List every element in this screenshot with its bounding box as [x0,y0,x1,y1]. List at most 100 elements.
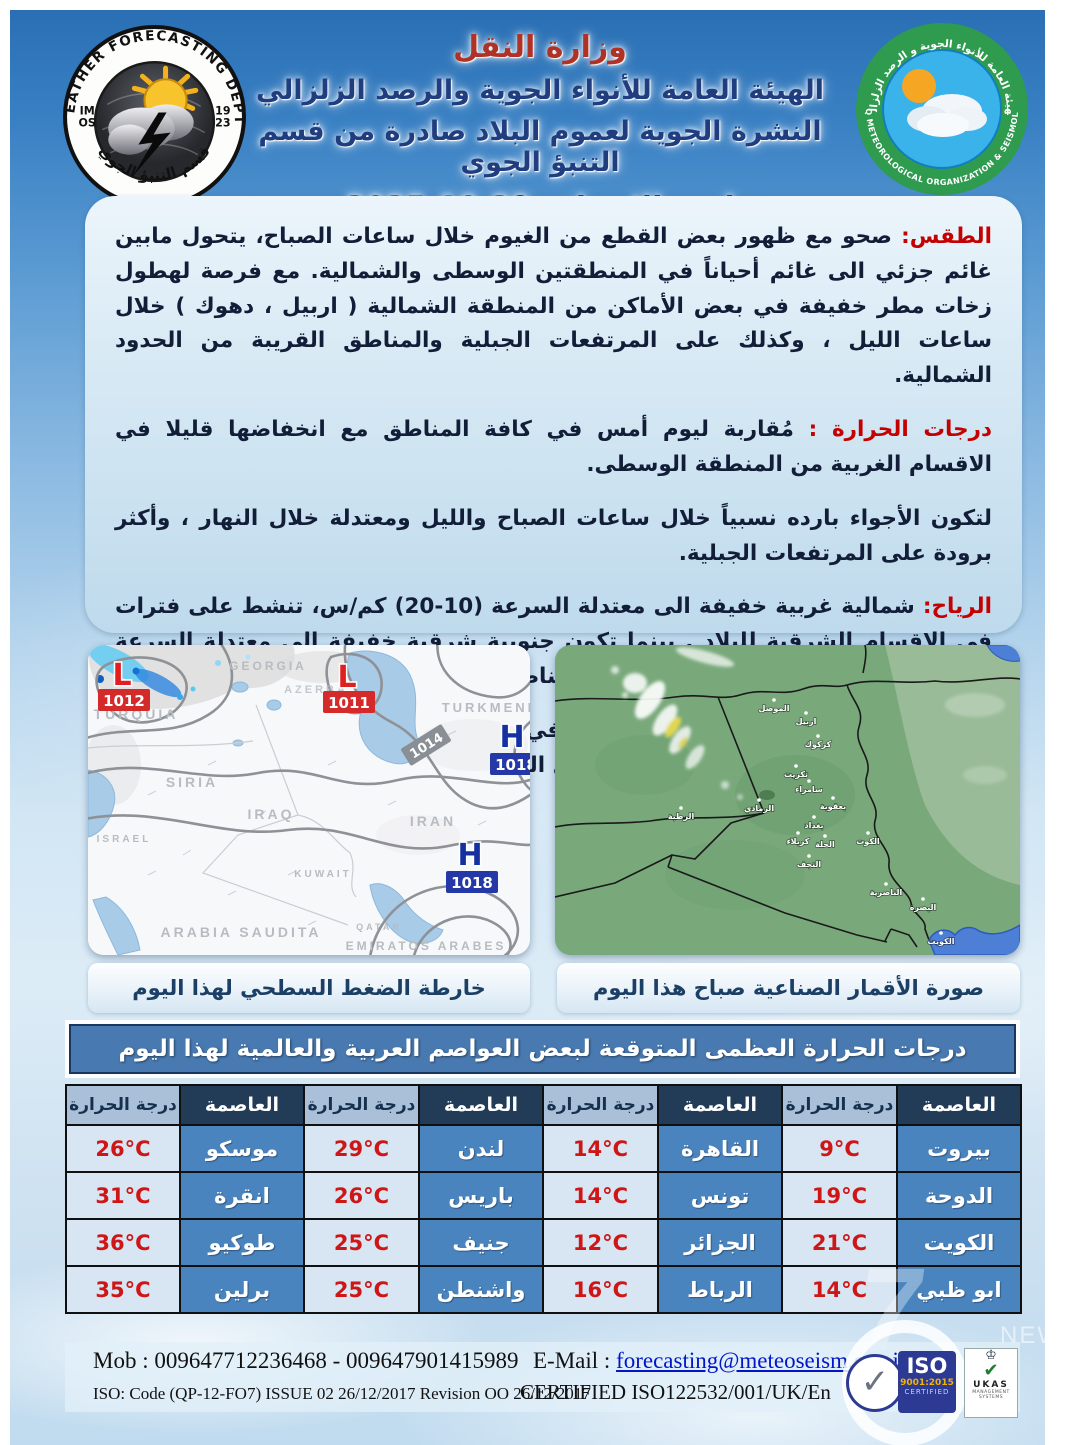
capital-header: العاصمة [418,1084,544,1126]
country-label: GEORGIA [229,659,307,673]
temp-cell: 14°C [542,1171,659,1220]
header-title-block: وزارة النقل الهيئة العامة للأنواء الجوية… [240,30,840,224]
country-label: QATAR [356,922,402,932]
capital-cell: الجزائر [657,1218,783,1267]
country-label: SIRIA [166,774,218,790]
svg-text:H: H [457,838,482,873]
country-label: IRAN [410,813,456,829]
country-label: ISRAEL [97,834,152,845]
high-pressure-marker: H 1018 [446,837,498,893]
temp-cell: 25°C [303,1265,420,1314]
mobile-numbers: Mob : 009647712236468 - 009647901415989 [93,1348,519,1373]
ukas-name: UKAS [973,1380,1009,1390]
capital-cell: واشنطن [418,1265,544,1314]
city-label: الرطبة [668,812,695,821]
city-label: البصرة [910,903,937,912]
temp-cell: 26°C [65,1124,181,1173]
capital-cell: برلين [179,1265,305,1314]
ukas-subtitle: MANAGEMENT SYSTEMS [972,1390,1010,1400]
city-label: الكوت [856,837,880,846]
weather-text: صحو مع ظهور بعض القطع من الغيوم خلال ساع… [115,224,992,389]
iraq-met-org-logo: الهيئة العامة للأنواء الجوية و الرصد الز… [850,13,1029,200]
svg-text:1018: 1018 [451,874,493,892]
capital-header: العاصمة [179,1084,305,1126]
city-label: سامراء [795,785,823,794]
email-label: E-Mail : [533,1348,617,1373]
high-pressure-marker: H 1018 [490,719,530,775]
capital-cell: انقرة [179,1171,305,1220]
low-pressure-marker: L 1011 [323,659,375,713]
bulletin-title: النشرة الجوية لعموم البلاد صادرة من قسم … [258,116,822,178]
capitals-temperature-table: العاصمة درجة الحرارة العاصمة درجة الحرار… [65,1084,1022,1314]
temp-cell: 31°C [65,1171,181,1220]
city-label: الحلة [815,840,835,849]
city-label: تكريت [784,770,808,779]
temp-cell: 25°C [303,1218,420,1267]
temp-header: درجة الحرارة [65,1084,181,1126]
svg-text:L: L [337,660,356,695]
lightning-icon [132,112,171,177]
temp-cell: 21°C [781,1218,898,1267]
certified-line: CERTIFIED ISO122532/001/UK/En [520,1380,831,1404]
iso-code-line: ISO: Code (QP-12-FO7) ISSUE 02 26/12/201… [93,1384,591,1403]
iso-badge-standard: 9001:2015 [900,1378,954,1388]
temp-cell: 14°C [781,1265,898,1314]
svg-text:1011: 1011 [328,694,370,712]
city-label: الموصل [759,704,790,713]
capital-cell: ابو ظبي [896,1265,1022,1314]
crown-icon: ♔ [985,1348,997,1363]
city-label: اربيل [796,717,817,726]
capital-header: العاصمة [657,1084,783,1126]
check-icon: ✔ [983,1360,999,1381]
authority-title: الهيئة العامة للأنواء الجوية والرصد الزل… [255,75,825,106]
city-label: النجف [797,860,822,869]
temperature-detail-paragraph: لتكون الأجواء بارده نسبياً خلال ساعات ال… [115,502,992,572]
country-label: KUWAIT [294,869,351,880]
org-cloud-icon [907,94,987,137]
svg-text:1018: 1018 [495,756,530,774]
table-row: بيروت 9°C القاهرة 14°C لندن 29°C موسكو 2… [65,1124,1022,1173]
capital-cell: جنيف [418,1218,544,1267]
table-row: الكويت 21°C الجزائر 12°C جنيف 25°C طوكيو… [65,1218,1022,1267]
temp-cell: 35°C [65,1265,181,1314]
city-label: الرمادي [744,804,774,813]
temp-cell: 9°C [781,1124,898,1173]
city-label: كربلاء [787,837,810,846]
table-header-row: العاصمة درجة الحرارة العاصمة درجة الحرار… [65,1084,1022,1126]
satellite-map-caption: صورة الأقمار الصناعية صباح هذا اليوم [557,963,1020,1013]
temp-header: درجة الحرارة [542,1084,659,1126]
city-labels: الموصل اربيل كركوك تكريت سامراء الرطبة ا… [667,698,955,947]
forecast-text-panel: الطقس: صحو مع ظهور بعض القطع من الغيوم خ… [85,196,1022,813]
cloud-streak [611,647,1007,800]
wind-label: الرياح: [922,594,992,620]
dept-logo-os: OS [78,117,95,130]
temperature-paragraph: درجات الحرارة : مُقاربة ليوم أمس في كافة… [115,413,992,483]
capital-cell: لندن [418,1124,544,1173]
weather-paragraph: الطقس: صحو مع ظهور بعض القطع من الغيوم خ… [115,220,992,394]
capital-cell: الرباط [657,1265,783,1314]
temp-cell: 36°C [65,1218,181,1267]
iso-badge-certified: CERTIFIED [904,1388,950,1396]
city-label: بغداد [805,821,824,830]
svg-text:H: H [499,720,524,755]
low-pressure-marker: L 1012 [98,657,150,711]
capital-cell: بيروت [896,1124,1022,1173]
country-label: TURKMENI [442,700,530,715]
city-label: كركوك [805,740,832,749]
capital-cell: تونس [657,1171,783,1220]
weather-label: الطقس: [901,224,992,249]
dept-logo-im: IM [80,104,95,117]
table-row: ابو ظبي 14°C الرباط 16°C واشنطن 25°C برل… [65,1265,1022,1314]
capital-cell: موسكو [179,1124,305,1173]
capital-cell: الكويت [896,1218,1022,1267]
country-label: IRAQ [248,806,295,822]
table-row: الدوحة 19°C تونس 14°C باريس 26°C انقرة 3… [65,1171,1022,1220]
dept-logo-23: 23 [215,117,230,130]
svg-text:1012: 1012 [103,692,145,710]
surface-pressure-map: TURQUIA GEORGIA AZERBA TURKMENI SIRIA IR… [88,645,530,955]
temps-table-title-frame: درجات الحرارة العظمى المتوقعة لبعض العوا… [65,1020,1020,1078]
capital-cell: طوكيو [179,1218,305,1267]
org-sun-icon [902,69,936,103]
city-label: الكويت [928,937,955,946]
